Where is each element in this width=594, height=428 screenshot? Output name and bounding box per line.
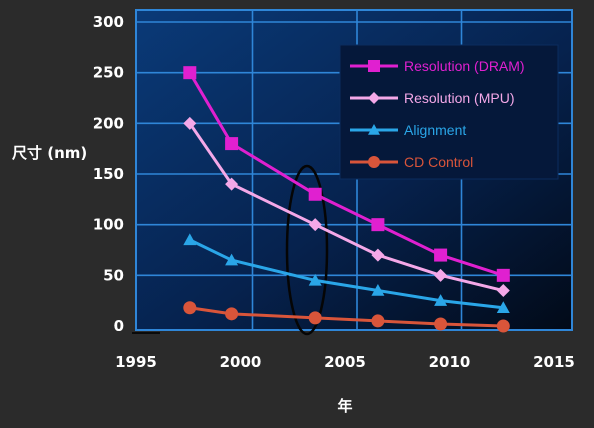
y-tick-label: 300 (93, 13, 124, 31)
data-point (225, 307, 239, 321)
legend-marker (368, 124, 380, 135)
legend-item: Resolution (MPU) (350, 90, 514, 106)
y-tick-label: 250 (93, 64, 124, 82)
x-tick-label: 1995 (115, 353, 157, 371)
series-line (188, 122, 504, 292)
data-point (183, 116, 197, 130)
data-point (434, 294, 448, 306)
series-line (188, 71, 504, 277)
data-point (225, 253, 239, 266)
data-point (183, 66, 197, 80)
data-point (308, 187, 322, 201)
highlight-ellipse (285, 164, 329, 336)
data-point (496, 319, 510, 333)
x-tick-label: 2010 (429, 353, 471, 371)
data-point (496, 301, 510, 313)
legend-marker (368, 156, 380, 168)
series-line (189, 238, 504, 310)
data-point (371, 248, 385, 262)
data-point (308, 311, 322, 325)
series-resolution-mpu (183, 116, 510, 298)
plot-border (135, 9, 573, 331)
y-tick-label: 150 (93, 165, 124, 183)
y-tick-label: 100 (93, 216, 124, 234)
series-cd-control (183, 301, 510, 333)
x-tick-label: 2005 (324, 353, 366, 371)
data-point (371, 284, 385, 296)
series-resolution-dram (183, 66, 510, 282)
data-point (434, 248, 448, 262)
legend-marker (368, 92, 380, 104)
legend-label: CD Control (404, 154, 473, 170)
data-point (183, 233, 197, 246)
data-point (371, 314, 385, 328)
data-point (308, 273, 322, 286)
legend-label: Resolution (DRAM) (404, 58, 525, 74)
y-tick-label: 50 (103, 266, 124, 284)
data-point (371, 218, 385, 232)
data-point (434, 317, 448, 331)
data-point (496, 284, 510, 298)
data-point (225, 177, 239, 191)
legend-label: Resolution (MPU) (404, 90, 514, 106)
legend: Resolution (DRAM) Resolution (MPU) Alignme… (339, 44, 559, 180)
y-tick-label: 0 (114, 317, 124, 335)
legend-item: Alignment (350, 122, 466, 138)
x-tick-label: 2015 (533, 353, 575, 371)
x-tick-label: 2000 (220, 353, 262, 371)
legend-item: Resolution (DRAM) (350, 58, 525, 74)
x-tick-labels: 1995 2000 2005 2010 2015 (115, 353, 575, 371)
y-tick-label: 200 (93, 114, 124, 132)
y-tick-labels: 0 50 100 150 200 250 300 (93, 13, 124, 335)
series-alignment (183, 233, 510, 313)
series-line (189, 306, 504, 328)
y-axis-title: 尺寸 (nm) (12, 144, 87, 162)
data-point (225, 137, 239, 151)
legend-marker (368, 60, 380, 72)
data-point (434, 268, 448, 282)
data-point (308, 218, 322, 232)
x-axis-title: 年 (337, 397, 352, 415)
legend-item: CD Control (350, 154, 473, 170)
data-point (496, 268, 510, 282)
series-layer (183, 66, 510, 333)
data-point (183, 301, 197, 315)
legend-label: Alignment (404, 122, 466, 138)
